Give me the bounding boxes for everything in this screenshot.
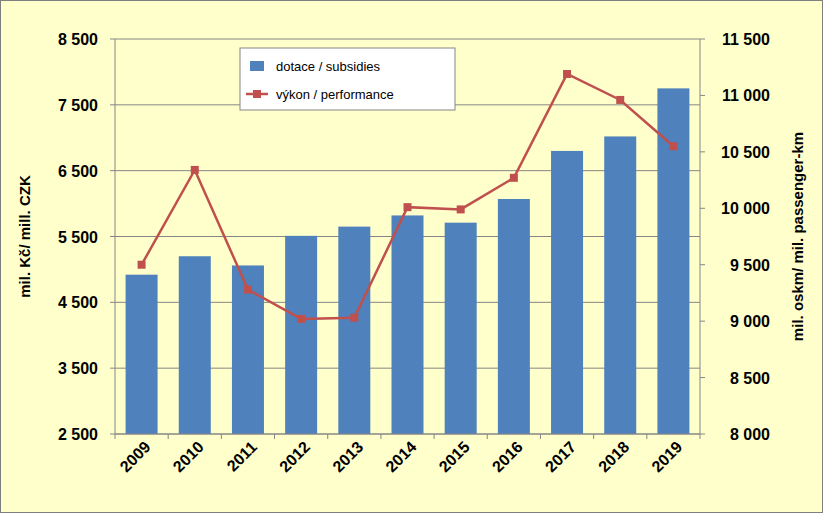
bar (498, 199, 530, 434)
y2-tick-label: 8 500 (730, 370, 770, 387)
y-tick-label: 3 500 (58, 360, 98, 377)
tick-mark (110, 302, 115, 303)
x-tick-mark (115, 434, 116, 439)
marker (669, 142, 677, 150)
bar (338, 227, 370, 434)
tick-mark (700, 264, 705, 265)
y2-tick-label: 10 500 (721, 144, 770, 161)
x-tick-label: 2019 (648, 438, 685, 475)
x-tick-mark (380, 434, 381, 439)
legend-box (240, 48, 455, 110)
x-tick-mark (434, 434, 435, 439)
marker (616, 96, 624, 104)
x-tick-label: 2014 (382, 438, 419, 475)
y2-axis (700, 39, 701, 434)
bar (232, 265, 264, 434)
bar (126, 275, 158, 434)
tick-mark (700, 39, 705, 40)
x-tick-mark (487, 434, 488, 439)
x-tick-mark (274, 434, 275, 439)
x-tick-mark (221, 434, 222, 439)
tick-mark (110, 236, 115, 237)
tick-mark (700, 151, 705, 152)
legend-marker (253, 90, 261, 98)
marker (510, 174, 518, 182)
y-tick-label: 2 500 (58, 426, 98, 443)
x-tick-label: 2013 (329, 438, 366, 475)
x-tick-mark (593, 434, 594, 439)
marker (244, 286, 252, 294)
y-tick-label: 6 500 (58, 163, 98, 180)
marker (563, 70, 571, 78)
y2-tick-label: 9 500 (730, 257, 770, 274)
plot-area (126, 70, 690, 434)
tick-mark (110, 368, 115, 369)
x-axis (115, 434, 700, 435)
bar (657, 88, 689, 434)
y2-tick-label: 10 000 (721, 200, 770, 217)
grid-line (115, 434, 700, 435)
tick-mark (110, 170, 115, 171)
bar (604, 136, 636, 434)
x-tick-label: 2018 (595, 438, 632, 475)
x-tick-mark (646, 434, 647, 439)
x-tick-label: 2011 (224, 438, 261, 475)
y2-tick-label: 11 500 (722, 31, 770, 48)
tick-mark (700, 95, 705, 96)
bar (392, 215, 424, 434)
marker (404, 203, 412, 211)
y-tick-label: 8 500 (58, 31, 98, 48)
chart: 2 500 3 500 4 500 5 500 6 500 7 500 8 500 8 000… (0, 0, 823, 513)
x-tick-label: 2010 (170, 438, 207, 475)
line (142, 74, 674, 319)
legend-label: výkon / performance (276, 87, 394, 102)
x-tick-label: 2017 (542, 438, 579, 475)
grid-line (115, 39, 700, 40)
x-tick-label: 2009 (117, 438, 154, 475)
y-axis-title: mil. Kč/ mill. CZK (16, 175, 33, 298)
tick-mark (700, 434, 705, 435)
y2-axis-title: mil. oskm/ mil. passenger-km (789, 132, 806, 341)
tick-mark (700, 321, 705, 322)
x-tick-mark (540, 434, 541, 439)
y-tick-label: 5 500 (58, 229, 98, 246)
x-tick-mark (168, 434, 169, 439)
bar (551, 151, 583, 434)
bar (445, 223, 477, 434)
marker (457, 205, 465, 213)
legend-label: dotace / subsidies (276, 59, 381, 74)
y2-tick-label: 11 000 (722, 87, 770, 104)
tick-mark (110, 39, 115, 40)
x-tick-mark (700, 434, 701, 439)
bar (285, 236, 317, 434)
tick-mark (700, 208, 705, 209)
marker (350, 314, 358, 322)
y-tick-label: 7 500 (58, 97, 98, 114)
marker (191, 166, 199, 174)
legend-swatch (250, 61, 264, 71)
x-tick-label: 2016 (489, 438, 526, 475)
marker (297, 315, 305, 323)
bar (179, 256, 211, 434)
legend: dotace / subsidies výkon / performance (240, 48, 455, 110)
background (1, 1, 823, 513)
y2-tick-label: 8 000 (730, 426, 770, 443)
x-tick-mark (327, 434, 328, 439)
y-tick-label: 4 500 (58, 294, 98, 311)
y-axis (115, 39, 116, 434)
tick-mark (700, 377, 705, 378)
x-tick-label: 2015 (436, 438, 473, 475)
tick-mark (110, 104, 115, 105)
y2-tick-label: 9 000 (730, 313, 770, 330)
tick-mark (110, 434, 115, 435)
x-tick-label: 2012 (276, 438, 313, 475)
marker (138, 261, 146, 269)
